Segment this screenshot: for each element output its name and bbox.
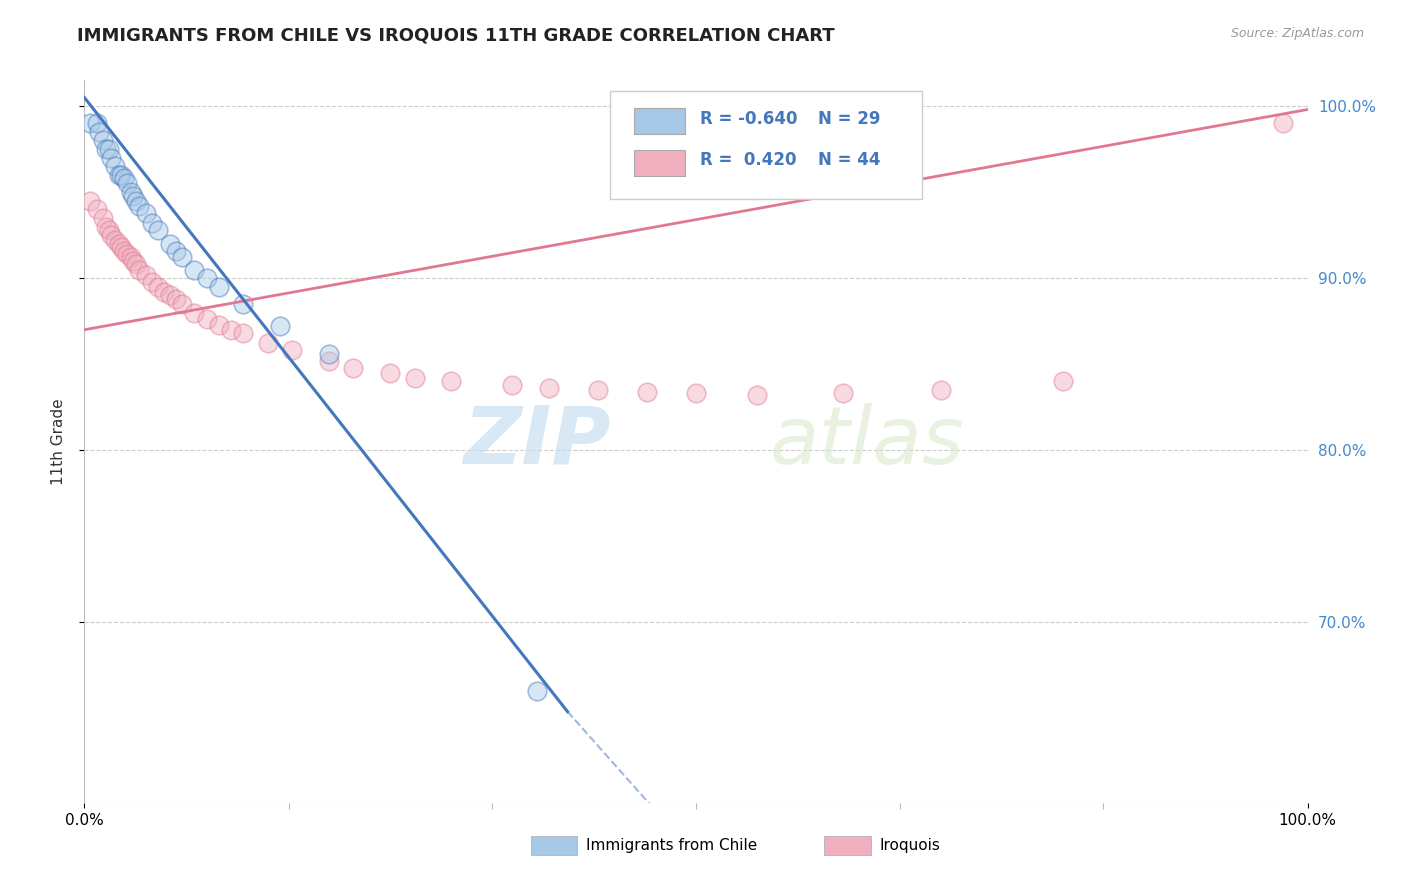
Point: [146, 279, 169, 293]
FancyBboxPatch shape: [610, 91, 922, 200]
Point: [172, 297, 194, 311]
Point: [135, 206, 157, 220]
Text: R = -0.640: R = -0.640: [700, 110, 797, 128]
Point: [107, 236, 129, 251]
Point: [685, 386, 707, 401]
Point: [195, 271, 218, 285]
Text: ZIP: ZIP: [463, 402, 610, 481]
Point: [257, 336, 280, 351]
Point: [183, 305, 205, 319]
Point: [107, 168, 129, 182]
Point: [636, 384, 658, 399]
Point: [380, 366, 402, 380]
Point: [96, 142, 118, 156]
Point: [110, 240, 132, 254]
Point: [232, 326, 254, 340]
Point: [97, 223, 120, 237]
Point: [440, 375, 463, 389]
Point: [159, 288, 181, 302]
Point: [526, 684, 548, 698]
Point: [586, 383, 609, 397]
Point: [1272, 116, 1295, 130]
Point: [195, 312, 218, 326]
Text: N = 44: N = 44: [818, 152, 880, 169]
Point: [141, 216, 163, 230]
Y-axis label: 11th Grade: 11th Grade: [51, 398, 66, 485]
Point: [172, 251, 194, 265]
Point: [110, 168, 132, 182]
Text: Iroquois: Iroquois: [880, 838, 941, 853]
Point: [208, 279, 231, 293]
Text: Immigrants from Chile: Immigrants from Chile: [586, 838, 756, 853]
Point: [115, 177, 138, 191]
Point: [165, 292, 187, 306]
Point: [342, 360, 364, 375]
Point: [502, 377, 524, 392]
Point: [112, 171, 135, 186]
Point: [159, 236, 181, 251]
Point: [120, 185, 142, 199]
Point: [91, 133, 114, 147]
Point: [122, 188, 145, 202]
Point: [281, 343, 304, 358]
Point: [141, 275, 163, 289]
Point: [538, 381, 561, 395]
Point: [97, 142, 120, 156]
Point: [100, 151, 122, 165]
Point: [120, 251, 142, 265]
FancyBboxPatch shape: [634, 151, 685, 177]
Point: [104, 159, 127, 173]
Point: [135, 268, 157, 282]
Point: [115, 247, 138, 261]
Point: [831, 386, 853, 401]
Point: [96, 219, 118, 234]
Point: [128, 262, 150, 277]
Text: IMMIGRANTS FROM CHILE VS IROQUOIS 11TH GRADE CORRELATION CHART: IMMIGRANTS FROM CHILE VS IROQUOIS 11TH G…: [77, 27, 835, 45]
Point: [125, 194, 148, 208]
Point: [87, 125, 110, 139]
Point: [100, 228, 122, 243]
Point: [208, 318, 231, 332]
Text: Source: ZipAtlas.com: Source: ZipAtlas.com: [1230, 27, 1364, 40]
FancyBboxPatch shape: [634, 109, 685, 135]
Point: [104, 233, 127, 247]
Text: N = 29: N = 29: [818, 110, 880, 128]
Point: [91, 211, 114, 225]
Point: [86, 116, 108, 130]
Point: [86, 202, 108, 217]
Point: [219, 323, 242, 337]
Point: [747, 388, 769, 402]
Point: [318, 353, 340, 368]
Text: atlas: atlas: [769, 402, 965, 481]
Point: [232, 297, 254, 311]
Point: [269, 319, 291, 334]
Point: [153, 285, 176, 299]
Point: [128, 199, 150, 213]
FancyBboxPatch shape: [531, 836, 578, 855]
Point: [79, 194, 101, 208]
Point: [146, 223, 169, 237]
Point: [125, 257, 148, 271]
Point: [929, 383, 952, 397]
FancyBboxPatch shape: [824, 836, 870, 855]
Text: R =  0.420: R = 0.420: [700, 152, 796, 169]
Point: [318, 347, 340, 361]
Point: [1052, 375, 1074, 389]
Point: [404, 371, 426, 385]
Point: [122, 253, 145, 268]
Point: [165, 244, 187, 258]
Point: [183, 262, 205, 277]
Point: [112, 244, 135, 258]
Point: [79, 116, 101, 130]
